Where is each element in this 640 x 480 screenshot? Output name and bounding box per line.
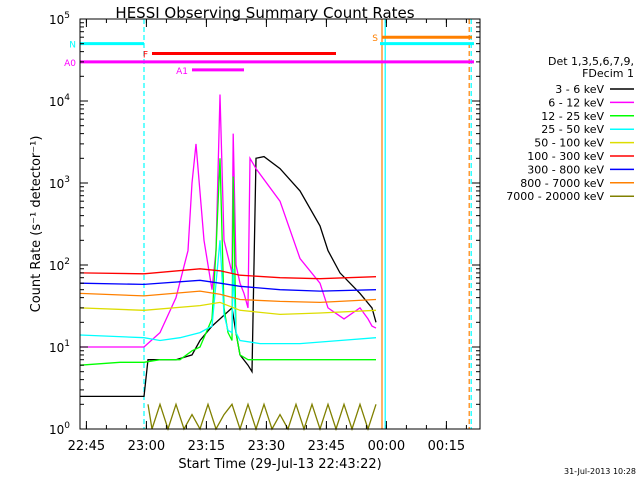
x-tick-label: 23:00 xyxy=(128,439,165,454)
series-line-1 xyxy=(80,94,377,348)
legend-label: 300 - 800 keV xyxy=(527,163,604,176)
legend-header: Det 1,3,5,6,7,9, xyxy=(548,55,634,68)
y-tick-label: 105 xyxy=(49,11,70,27)
x-tick-label: 22:45 xyxy=(68,439,105,454)
series-line-4 xyxy=(79,301,377,316)
series-line-2 xyxy=(79,158,376,366)
series-line-0 xyxy=(80,155,377,398)
y-axis-label: Count Rate (s⁻¹ detector⁻¹) xyxy=(29,136,44,313)
legend-label: 25 - 50 keV xyxy=(541,123,604,136)
flag-label-S: S xyxy=(372,34,378,44)
legend-header: FDecim 1 xyxy=(582,67,634,80)
x-tick-label: 23:30 xyxy=(248,439,285,454)
y-tick-label: 103 xyxy=(49,175,70,191)
legend-label: 3 - 6 keV xyxy=(555,83,604,96)
legend-label: 12 - 25 keV xyxy=(541,110,604,123)
flag-label-F: F xyxy=(143,50,148,60)
plot-frame xyxy=(79,18,481,430)
flag-label-A0: A0 xyxy=(64,59,76,69)
x-tick-label: 00:15 xyxy=(428,439,465,454)
x-tick-label: 23:15 xyxy=(188,439,225,454)
y-tick-label: 102 xyxy=(49,257,70,273)
legend-label: 800 - 7000 keV xyxy=(520,177,604,190)
timestamp: 31-Jul-2013 10:28 xyxy=(564,467,636,476)
flag-label-A1: A1 xyxy=(176,67,188,77)
y-tick-label: 100 xyxy=(49,421,70,437)
legend-label: 100 - 300 keV xyxy=(527,150,604,163)
legend-label: 50 - 100 keV xyxy=(534,137,604,150)
flag-label-N: N xyxy=(69,41,76,51)
series-line-8 xyxy=(147,402,377,432)
plot-area: N S F A0 A1 xyxy=(64,19,474,432)
chart-title: HESSI Observing Summary Count Rates xyxy=(115,4,414,22)
y-tick-label: 104 xyxy=(49,93,70,109)
series-line-6 xyxy=(79,279,377,292)
axes: 100 101 102 103 104 105 22:45 23:00 23:15 23:30 23… xyxy=(49,11,480,454)
x-axis-label: Start Time (29-Jul-13 22:43:22) xyxy=(178,457,381,472)
series-line-5 xyxy=(79,268,377,280)
series-line-3 xyxy=(79,240,377,345)
y-tick-label: 101 xyxy=(49,339,70,355)
legend-label: 6 - 12 keV xyxy=(548,96,604,109)
x-tick-label: 00:00 xyxy=(368,439,405,454)
series-line-7 xyxy=(79,290,377,304)
x-tick-label: 23:45 xyxy=(308,439,345,454)
legend-label: 7000 - 20000 keV xyxy=(506,190,604,203)
